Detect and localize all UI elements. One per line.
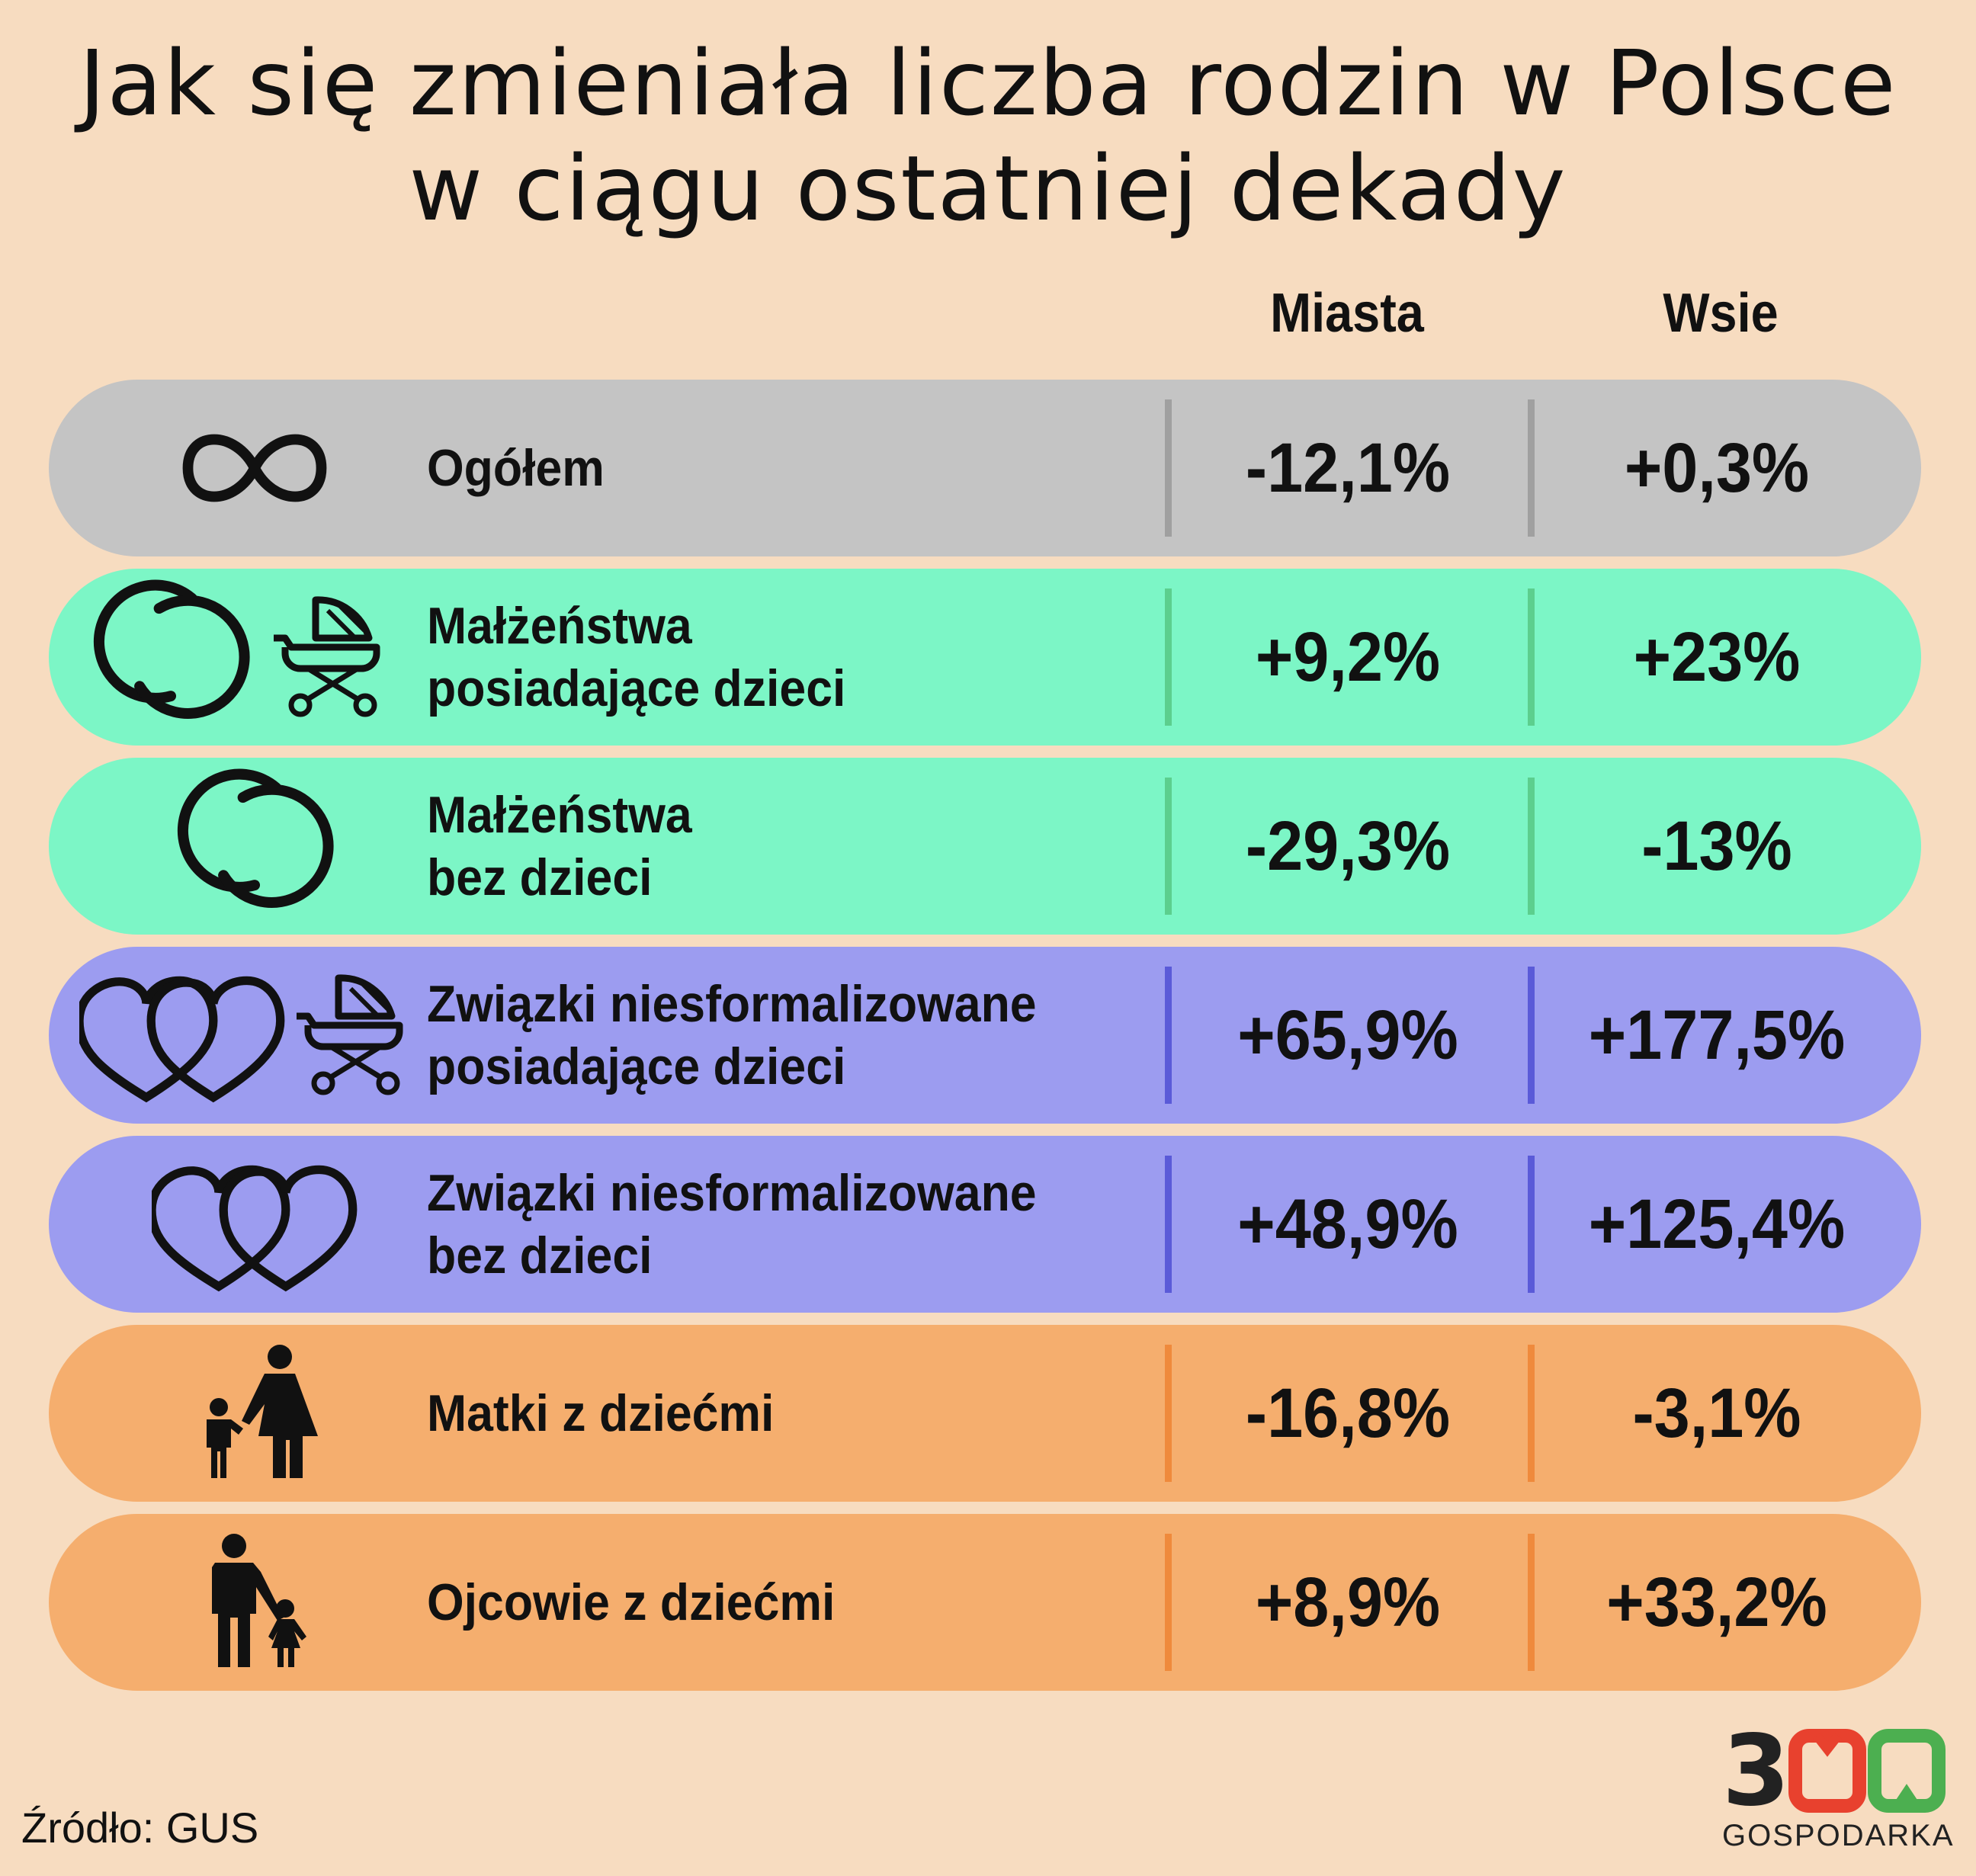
row-icons [64,1514,460,1691]
value-wsie: -3,1% [1632,1374,1801,1452]
row-label-line: Ogółem [427,439,605,497]
title-line-1: Jak się zmieniała liczba rodzin w Polsce [79,30,1897,136]
wedding-rings-icon [177,768,334,908]
row-label: Ojcowie z dziećmi [427,1514,1128,1691]
row-label: Związki niesformalizowane bez dzieci [427,1136,1128,1313]
value-miasta: -16,8% [1245,1374,1451,1452]
row-label: Małżeństwa bez dzieci [427,758,1128,935]
value-miasta: -12,1% [1245,428,1451,507]
value-wsie: +33,2% [1606,1563,1827,1641]
row-icons [64,947,460,1124]
value-wsie: -13% [1641,807,1792,885]
table-row: Małżeństwa posiadające dzieci +9,2% +23% [49,569,1921,746]
row-icons [64,1136,460,1313]
row-label-line: Związki niesformalizowane [427,975,1037,1033]
value-miasta: +9,2% [1255,617,1441,696]
baby-stroller-icon [274,596,380,717]
logo-digit-0-red [1788,1729,1866,1813]
wedding-rings-icon [93,579,250,719]
column-header-wsie: Wsie [1663,283,1779,344]
logo-green-accent [1894,1784,1920,1809]
column-divider [1165,778,1172,915]
row-icons [64,380,460,556]
logo-digit-3: 3 [1722,1719,1790,1828]
brand-logo: 3 GOSPODARKA [1722,1719,1955,1852]
column-divider [1528,1156,1535,1293]
table-row: Małżeństwa bez dzieci -29,3% -13% [49,758,1921,935]
value-miasta: +65,9% [1237,996,1458,1074]
column-divider [1165,1156,1172,1293]
row-icons [64,758,460,935]
value-miasta: -29,3% [1245,807,1451,885]
column-divider [1165,588,1172,726]
infinity-icon [182,434,327,502]
column-divider [1165,1534,1172,1671]
chart-title: Jak się zmieniała liczba rodzin w Polsce… [0,30,1976,241]
row-label: Matki z dziećmi [427,1325,1128,1502]
row-label-line: Małżeństwa [427,597,692,655]
table-row: Matki z dziećmi -16,8% -3,1% [49,1325,1921,1502]
table-row: Związki niesformalizowane bez dzieci +48,9… [49,1136,1921,1313]
table-row: Ojcowie z dziećmi +8,9% +33,2% [49,1514,1921,1691]
row-label-line: posiadające dzieci [427,1037,846,1095]
row-label-line: bez dzieci [427,848,653,906]
column-divider [1528,1345,1535,1482]
row-label-line: posiadające dzieci [427,659,846,717]
row-label: Ogółem [427,380,1128,556]
row-icons [64,1325,460,1502]
column-divider [1165,1345,1172,1482]
column-divider [1165,399,1172,537]
value-wsie: +0,3% [1624,428,1810,507]
column-divider [1528,967,1535,1104]
baby-stroller-icon [297,974,403,1095]
value-wsie: +23% [1633,617,1801,696]
two-hearts-icon [152,1165,358,1292]
row-icons [64,569,460,746]
row-label: Związki niesformalizowane posiadające dzi… [427,947,1128,1124]
source-note: Źródło: GUS [21,1804,259,1852]
table-row: Związki niesformalizowane posiadające dzi… [49,947,1921,1124]
logo-red-accent [1813,1733,1842,1757]
column-divider [1528,778,1535,915]
logo-digit-0-green [1868,1729,1946,1813]
two-hearts-icon [79,976,285,1103]
value-miasta: +48,9% [1237,1185,1458,1263]
row-label-line: Ojcowie z dziećmi [427,1573,836,1631]
row-label-line: bez dzieci [427,1227,653,1284]
row-label-line: Matki z dziećmi [427,1384,775,1442]
column-divider [1528,1534,1535,1671]
mother-child-icon [206,1345,318,1478]
column-divider [1165,967,1172,1104]
logo-text: GOSPODARKA [1722,1819,1955,1852]
value-miasta: +8,9% [1255,1563,1441,1641]
column-header-miasta: Miasta [1270,283,1424,344]
father-child-icon [211,1534,306,1667]
table-row: Ogółem -12,1% +0,3% [49,380,1921,556]
row-label: Małżeństwa posiadające dzieci [427,569,1128,746]
title-line-2: w ciągu ostatniej dekady [409,136,1567,241]
value-wsie: +125,4% [1588,1185,1846,1263]
row-label-line: Małżeństwa [427,786,692,844]
column-divider [1528,399,1535,537]
row-label-line: Związki niesformalizowane [427,1164,1037,1222]
column-divider [1528,588,1535,726]
value-wsie: +177,5% [1588,996,1846,1074]
